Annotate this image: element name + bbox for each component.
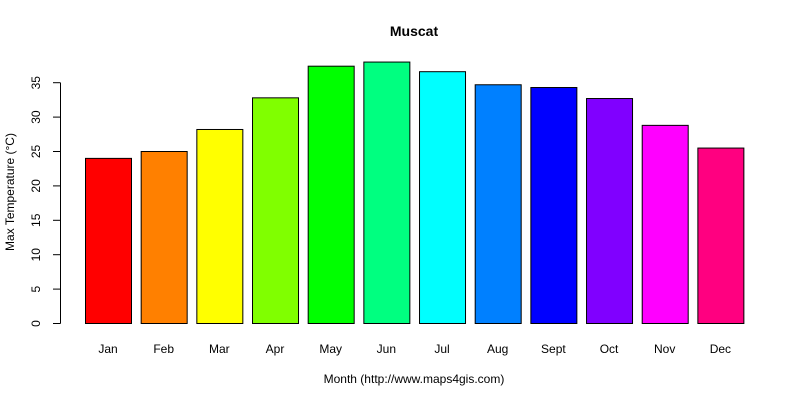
y-tick-label: 30	[29, 110, 43, 124]
x-tick-label: Sept	[541, 342, 566, 356]
x-tick-label: Apr	[266, 342, 285, 356]
x-tick-label: Mar	[209, 342, 230, 356]
bar	[586, 98, 634, 324]
bar	[530, 87, 578, 324]
x-tick-label: May	[319, 342, 342, 356]
y-tick-label: 10	[29, 248, 43, 262]
x-axis-label: Month (http://www.maps4gis.com)	[324, 372, 505, 386]
x-tick-label: Jan	[98, 342, 117, 356]
bar	[419, 71, 467, 324]
y-tick-label: 0	[29, 320, 43, 327]
bar	[140, 151, 188, 324]
x-tick-labels: Jan Feb Mar Apr May Jun Jul Aug Sept Oct Nov Dec	[98, 342, 731, 356]
x-tick-label: Feb	[153, 342, 174, 356]
bars-group	[85, 61, 745, 325]
x-tick-label: Aug	[487, 342, 508, 356]
x-tick-label: Nov	[654, 342, 675, 356]
y-tick-label: 25	[29, 145, 43, 159]
bar	[474, 84, 522, 324]
x-tick-label: Jun	[377, 342, 396, 356]
chart-title: Muscat	[390, 23, 439, 39]
bar	[196, 128, 244, 324]
y-axis: 0 5 10 15 20 25 30 35	[29, 76, 61, 327]
x-tick-label: Jul	[434, 342, 449, 356]
y-tick-label: 35	[29, 76, 43, 90]
bar	[363, 61, 411, 325]
x-tick-label: Dec	[710, 342, 731, 356]
bar	[697, 147, 745, 324]
bar	[252, 97, 300, 324]
bar	[307, 65, 355, 325]
bar	[85, 157, 132, 324]
y-tick-label: 20	[29, 179, 43, 193]
bar	[641, 124, 689, 324]
x-tick-label: Oct	[600, 342, 619, 356]
y-axis-label: Max Temperature (°C)	[3, 133, 17, 251]
y-tick-label: 15	[29, 213, 43, 227]
y-tick-label: 5	[29, 285, 43, 292]
